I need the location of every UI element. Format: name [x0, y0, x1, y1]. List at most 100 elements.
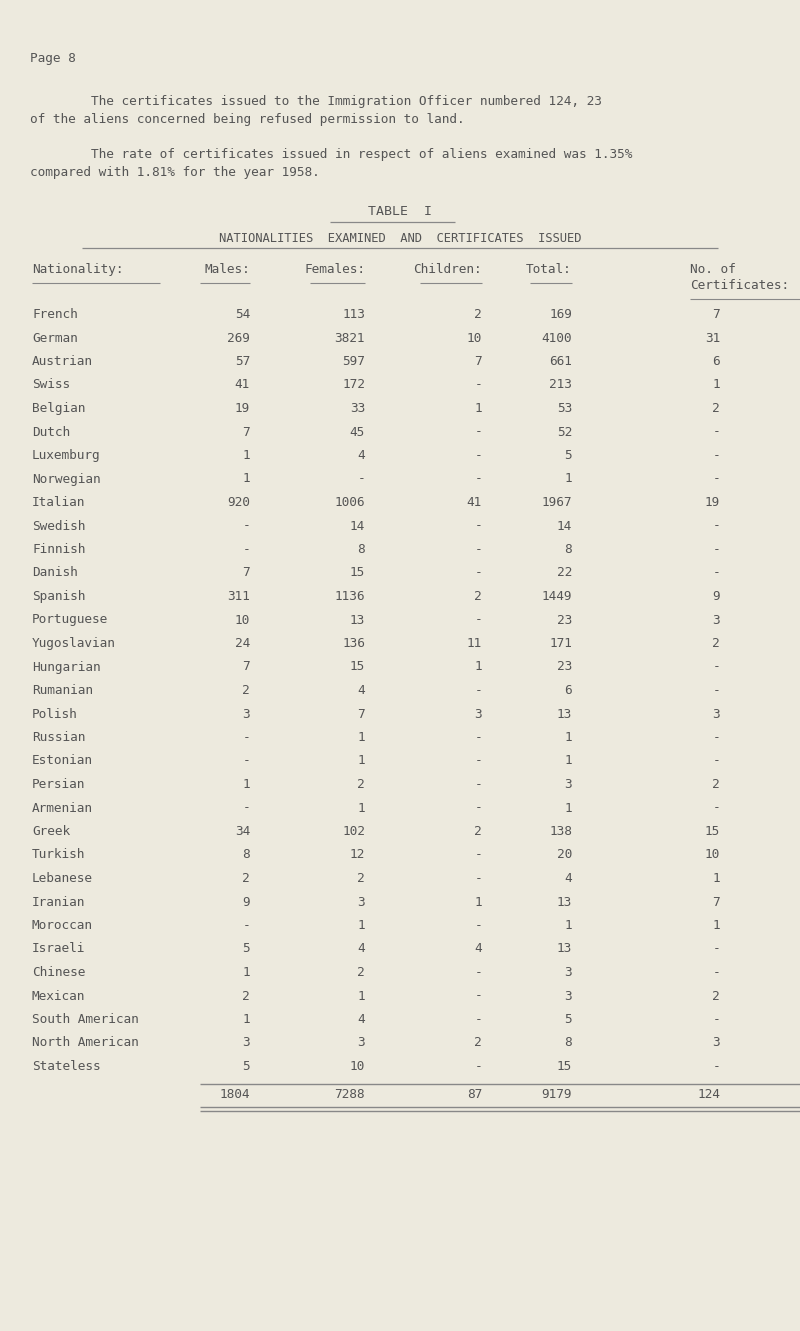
Text: -: - — [242, 543, 250, 556]
Text: 171: 171 — [549, 638, 572, 650]
Text: 31: 31 — [705, 331, 720, 345]
Text: -: - — [712, 801, 720, 815]
Text: -: - — [474, 426, 482, 438]
Text: 920: 920 — [227, 496, 250, 508]
Text: 1: 1 — [564, 755, 572, 768]
Text: 2: 2 — [474, 825, 482, 839]
Text: 2: 2 — [242, 989, 250, 1002]
Text: 6: 6 — [564, 684, 572, 697]
Text: 8: 8 — [242, 848, 250, 861]
Text: 5: 5 — [564, 1013, 572, 1026]
Text: -: - — [712, 543, 720, 556]
Text: Yugoslavian: Yugoslavian — [32, 638, 116, 650]
Text: Estonian: Estonian — [32, 755, 93, 768]
Text: -: - — [474, 731, 482, 744]
Text: 15: 15 — [557, 1059, 572, 1073]
Text: 41: 41 — [466, 496, 482, 508]
Text: Swedish: Swedish — [32, 519, 86, 532]
Text: 3: 3 — [564, 779, 572, 791]
Text: 2: 2 — [474, 1037, 482, 1050]
Text: 3821: 3821 — [334, 331, 365, 345]
Text: Moroccan: Moroccan — [32, 918, 93, 932]
Text: North American: North American — [32, 1037, 138, 1050]
Text: -: - — [474, 989, 482, 1002]
Text: 52: 52 — [557, 426, 572, 438]
Text: 7: 7 — [474, 355, 482, 367]
Text: Chinese: Chinese — [32, 966, 86, 980]
Text: Spanish: Spanish — [32, 590, 86, 603]
Text: -: - — [474, 543, 482, 556]
Text: 1: 1 — [564, 731, 572, 744]
Text: 1: 1 — [712, 378, 720, 391]
Text: 2: 2 — [358, 779, 365, 791]
Text: 87: 87 — [466, 1087, 482, 1101]
Text: 1: 1 — [474, 896, 482, 909]
Text: 1: 1 — [474, 660, 482, 673]
Text: 5: 5 — [564, 449, 572, 462]
Text: Finnish: Finnish — [32, 543, 86, 556]
Text: Turkish: Turkish — [32, 848, 86, 861]
Text: -: - — [712, 684, 720, 697]
Text: 1: 1 — [242, 966, 250, 980]
Text: 1804: 1804 — [219, 1087, 250, 1101]
Text: Russian: Russian — [32, 731, 86, 744]
Text: 4: 4 — [358, 684, 365, 697]
Text: 1: 1 — [564, 918, 572, 932]
Text: 1: 1 — [358, 731, 365, 744]
Text: 124: 124 — [697, 1087, 720, 1101]
Text: 12: 12 — [350, 848, 365, 861]
Text: 1: 1 — [242, 1013, 250, 1026]
Text: -: - — [242, 755, 250, 768]
Text: 113: 113 — [342, 307, 365, 321]
Text: Certificates:: Certificates: — [690, 280, 789, 291]
Text: 3: 3 — [564, 989, 572, 1002]
Text: 13: 13 — [557, 942, 572, 956]
Text: 10: 10 — [705, 848, 720, 861]
Text: 1: 1 — [712, 872, 720, 885]
Text: NATIONALITIES  EXAMINED  AND  CERTIFICATES  ISSUED: NATIONALITIES EXAMINED AND CERTIFICATES … — [218, 232, 582, 245]
Text: The rate of certificates issued in respect of aliens examined was 1.35%: The rate of certificates issued in respe… — [30, 148, 632, 161]
Text: -: - — [474, 1059, 482, 1073]
Text: -: - — [242, 731, 250, 744]
Text: 1: 1 — [358, 918, 365, 932]
Text: 1: 1 — [358, 755, 365, 768]
Text: Luxemburg: Luxemburg — [32, 449, 101, 462]
Text: of the aliens concerned being refused permission to land.: of the aliens concerned being refused pe… — [30, 113, 465, 126]
Text: -: - — [474, 779, 482, 791]
Text: 3: 3 — [358, 1037, 365, 1050]
Text: German: German — [32, 331, 78, 345]
Text: 7288: 7288 — [334, 1087, 365, 1101]
Text: 2: 2 — [242, 684, 250, 697]
Text: -: - — [712, 1013, 720, 1026]
Text: 15: 15 — [705, 825, 720, 839]
Text: 54: 54 — [234, 307, 250, 321]
Text: 2: 2 — [358, 966, 365, 980]
Text: Persian: Persian — [32, 779, 86, 791]
Text: Italian: Italian — [32, 496, 86, 508]
Text: 1136: 1136 — [334, 590, 365, 603]
Text: 4: 4 — [358, 449, 365, 462]
Text: 14: 14 — [557, 519, 572, 532]
Text: Armenian: Armenian — [32, 801, 93, 815]
Text: 20: 20 — [557, 848, 572, 861]
Text: -: - — [712, 473, 720, 486]
Text: Hungarian: Hungarian — [32, 660, 101, 673]
Text: 1449: 1449 — [542, 590, 572, 603]
Text: 10: 10 — [466, 331, 482, 345]
Text: 15: 15 — [350, 660, 365, 673]
Text: Females:: Females: — [304, 264, 365, 276]
Text: -: - — [474, 801, 482, 815]
Text: -: - — [474, 614, 482, 627]
Text: -: - — [474, 872, 482, 885]
Text: 3: 3 — [712, 1037, 720, 1050]
Text: Polish: Polish — [32, 708, 78, 720]
Text: 1: 1 — [358, 989, 365, 1002]
Text: TABLE  I: TABLE I — [368, 205, 432, 218]
Text: 2: 2 — [474, 590, 482, 603]
Text: 6: 6 — [712, 355, 720, 367]
Text: 45: 45 — [350, 426, 365, 438]
Text: 13: 13 — [557, 708, 572, 720]
Text: -: - — [712, 567, 720, 579]
Text: Danish: Danish — [32, 567, 78, 579]
Text: Portuguese: Portuguese — [32, 614, 108, 627]
